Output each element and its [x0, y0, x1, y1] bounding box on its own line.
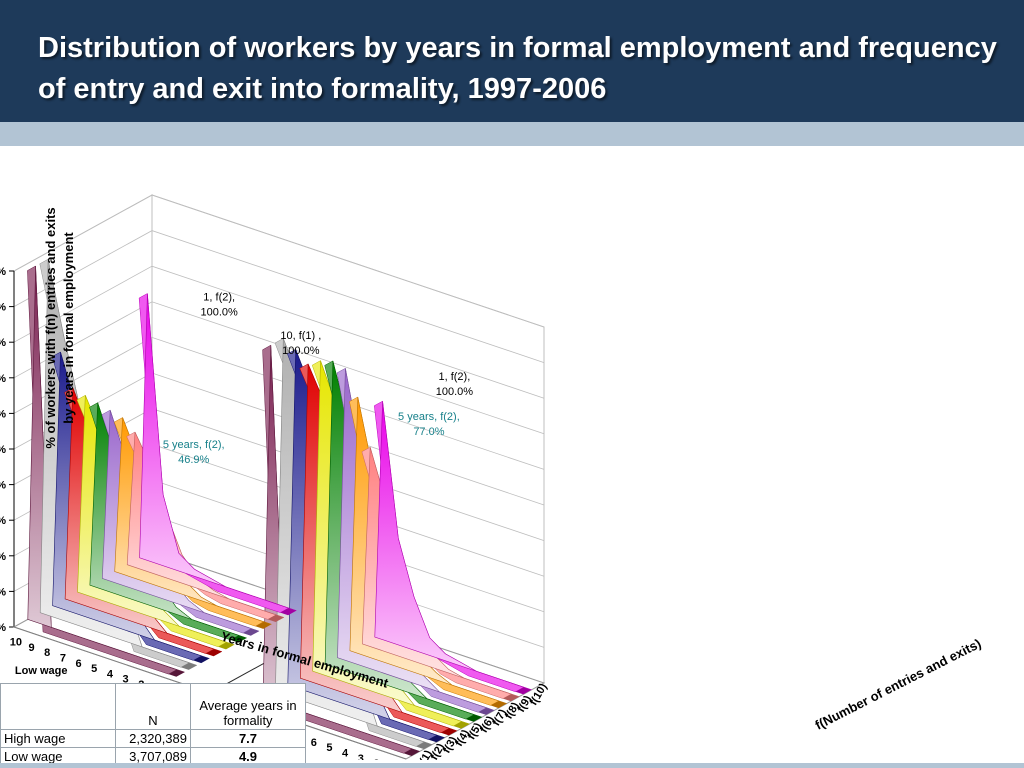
data-label-line: 46.9% — [178, 454, 209, 466]
area-side-f(7) — [478, 707, 495, 715]
y-tick-label: 40.0% — [0, 480, 6, 492]
data-label-line: 77.0% — [413, 426, 444, 438]
row-label: High wage — [0, 729, 116, 748]
data-label-line: 100.0% — [282, 345, 320, 357]
y-tick-label: 50.0% — [0, 444, 6, 456]
y-axis-title-line-1: % of workers with f(n) entries and exits — [43, 207, 58, 448]
table-header-cell — [0, 683, 116, 730]
area-side-f(1) — [403, 748, 420, 756]
x-tick-label: 2 — [373, 758, 379, 760]
x-tick-label: 9 — [28, 642, 34, 654]
area-side-f(4) — [205, 649, 222, 657]
data-label: 5 years, f(2), 77.0% — [398, 411, 460, 438]
area-side-f(7) — [243, 628, 260, 636]
area-side-f(10) — [515, 687, 532, 695]
summary-table: N Average years in formality High wage 2… — [0, 683, 306, 766]
group-label: Low wage — [15, 665, 68, 677]
area-face-f(1) — [27, 265, 185, 673]
data-label-line: 100.0% — [201, 307, 239, 319]
summary-table-header: N Average years in formality — [0, 683, 306, 730]
y-tick-label: 80.0% — [0, 337, 6, 349]
y-tick-label: 90.0% — [0, 302, 6, 314]
title-underline-band — [0, 122, 1024, 146]
data-label: 1, f(2), 100.0% — [201, 292, 239, 319]
data-label-line: 100.0% — [436, 386, 474, 398]
y-tick-label: 100.0% — [0, 266, 6, 278]
area-side-f(10) — [280, 608, 297, 616]
x-tick-label: 6 — [75, 658, 81, 670]
depth-axis-title: f(Number of entries and exits) — [813, 636, 984, 733]
area-side-f(8) — [255, 621, 272, 629]
data-label-line: 1, f(2), — [438, 371, 470, 383]
chart-3d-area: 0.0% 10.0% 20.0% 30.0% 40.0% 50.0% 60.0% 70.0% 8… — [0, 194, 984, 760]
x-tick-label: 10 — [10, 637, 22, 649]
x-tick-label: 7 — [60, 652, 66, 664]
y-axis: 0.0% 10.0% 20.0% 30.0% 40.0% 50.0% 60.0% 70.0% 8… — [0, 266, 15, 634]
table-header-cell: Average years in formality — [190, 683, 306, 730]
y-tick-label: 60.0% — [0, 408, 6, 420]
gridline — [13, 194, 545, 328]
gridline — [13, 230, 545, 363]
area-side-f(5) — [218, 642, 235, 650]
data-label: 1, f(2), 100.0% — [436, 371, 474, 398]
chart-series — [27, 258, 532, 756]
row-average-years: 7.7 — [190, 729, 306, 748]
x-tick-label: 4 — [342, 748, 349, 760]
data-label: 10, f(1) , 100.0% — [280, 330, 321, 357]
area-side-f(5) — [453, 721, 470, 729]
area-side-f(2) — [180, 662, 197, 670]
area-face-f(10) — [374, 401, 532, 691]
area-side-f(9) — [503, 694, 520, 702]
area-side-f(4) — [440, 728, 458, 736]
x-tick-label: 5 — [326, 742, 332, 754]
data-label-line: 5 years, f(2), — [398, 411, 460, 423]
x-tick-label: 5 — [91, 663, 97, 675]
data-label-line: 1, f(2), — [203, 292, 235, 304]
data-label-line: 5 years, f(2), — [163, 439, 225, 451]
data-label: 5 years, f(2), 46.9% — [163, 439, 225, 466]
area-face-f(10) — [139, 293, 297, 611]
area-side-f(9) — [267, 614, 284, 622]
depth-tick-label: f(1) — [416, 748, 435, 760]
y-tick-label: 30.0% — [0, 515, 6, 527]
area-side-f(3) — [193, 655, 210, 664]
x-tick-label: 6 — [311, 737, 317, 749]
x-tick-label: 4 — [107, 668, 114, 680]
row-n: 2,320,389 — [115, 729, 191, 748]
area-side-f(6) — [465, 714, 482, 722]
y-axis-title-line-2: by years in formal employment — [61, 232, 76, 424]
chart-annotations: 1, f(2), 100.0% 5 years, f(2), 46.9% 10, f(1… — [163, 292, 473, 466]
y-tick-label: 0.0% — [0, 622, 6, 634]
y-tick-label: 10.0% — [0, 586, 6, 598]
area-side-f(3) — [428, 735, 445, 743]
x-tick-label: 3 — [358, 753, 364, 760]
x-tick-label: 8 — [44, 647, 50, 659]
footer-band — [0, 763, 1024, 768]
slide-title: Distribution of workers by years in form… — [38, 32, 997, 105]
title-banner: Distribution of workers by years in form… — [0, 0, 1024, 122]
area-side-f(1) — [168, 669, 185, 677]
table-header-cell: N — [115, 683, 191, 730]
y-tick-label: 20.0% — [0, 551, 6, 563]
area-side-f(6) — [230, 635, 247, 643]
y-tick-label: 70.0% — [0, 373, 6, 385]
area-side-f(8) — [490, 700, 507, 709]
area-side-f(2) — [416, 741, 433, 750]
table-row: High wage 2,320,389 7.7 — [0, 729, 306, 748]
x-tick-label: 3 — [123, 674, 129, 686]
data-label-line: 10, f(1) , — [280, 330, 321, 342]
